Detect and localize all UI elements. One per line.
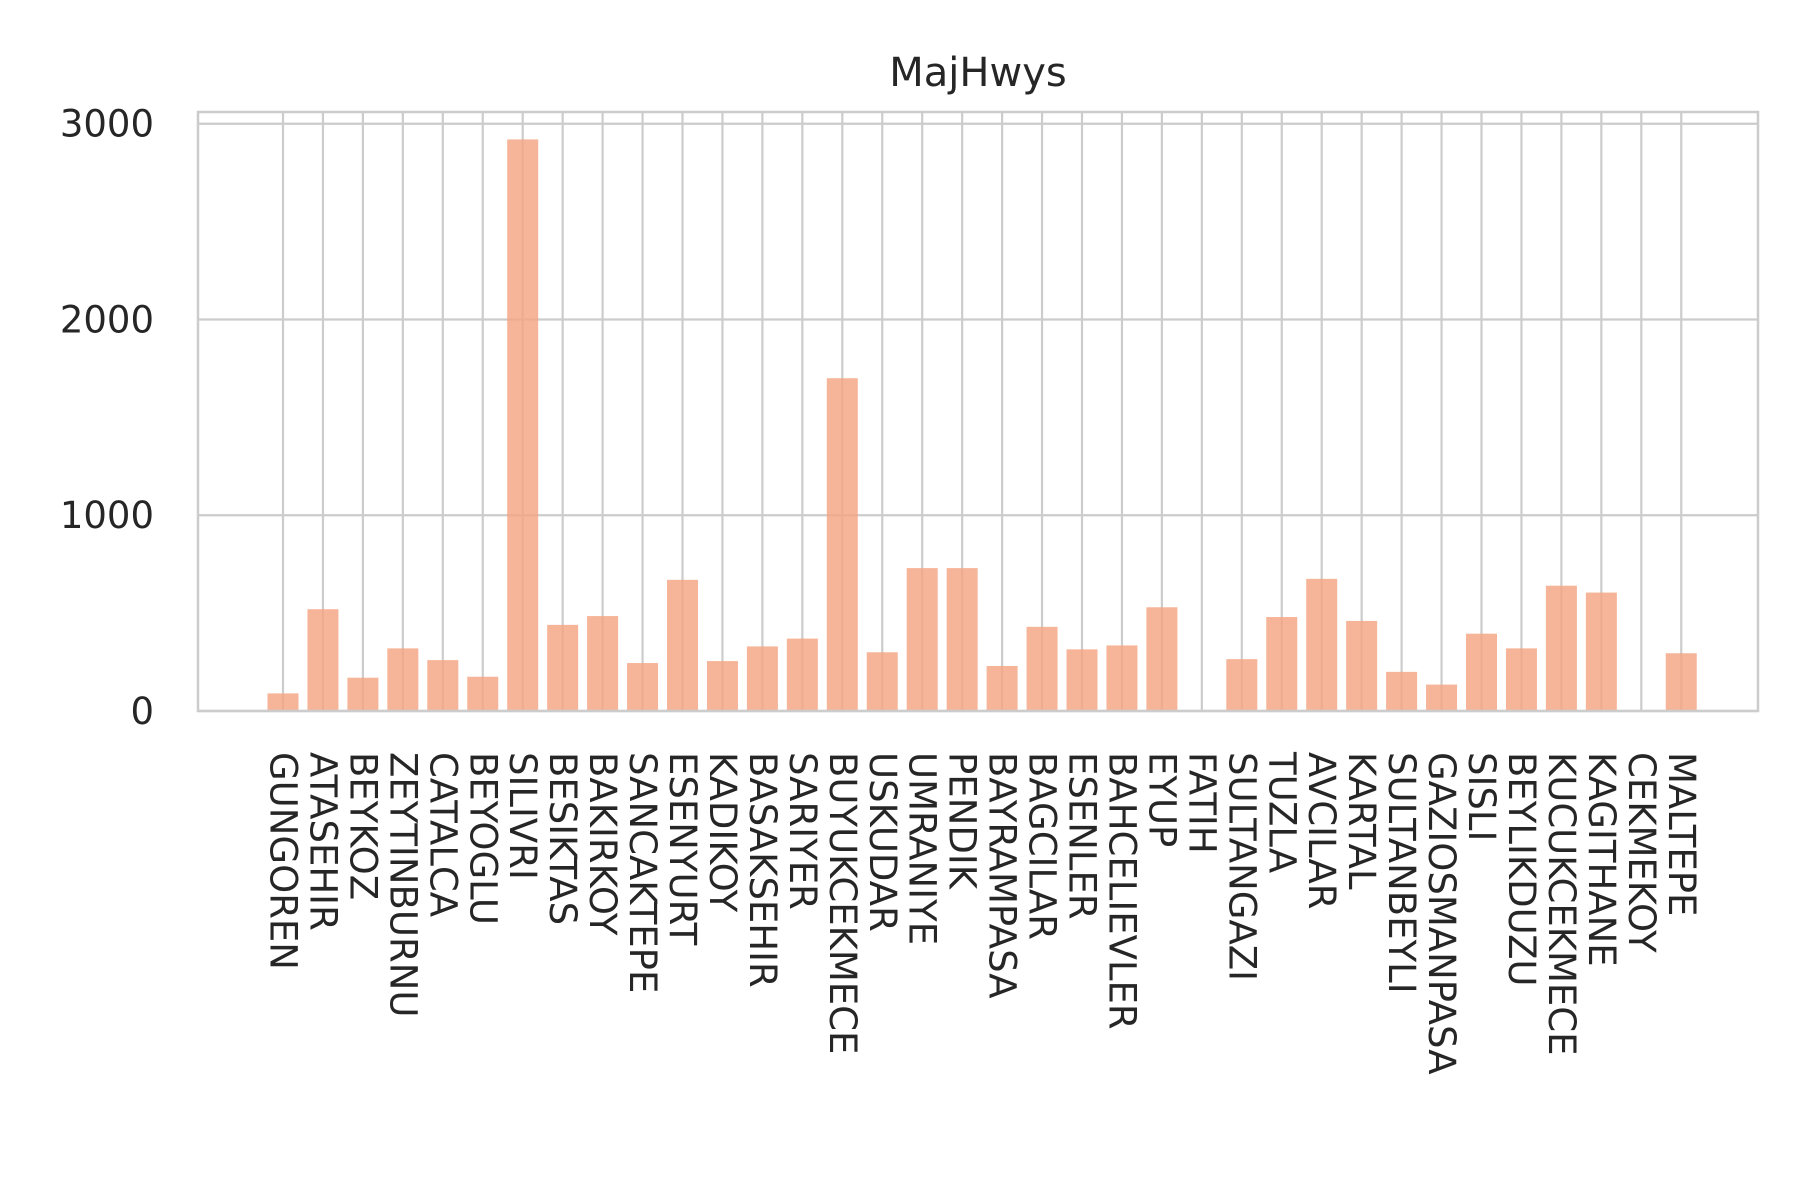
x-tick-label: PENDIK (941, 752, 984, 891)
bar-eyup (1146, 607, 1178, 711)
x-tick-label: SISLI (1460, 752, 1503, 841)
y-axis-ticks: 0 1000 2000 3000 (60, 103, 154, 733)
bar-kadikoy (706, 661, 738, 711)
y-tick-label: 1000 (60, 494, 154, 537)
bar-catalca (427, 660, 459, 711)
bar-beykoz (347, 677, 379, 711)
x-tick-label: EYUP (1140, 752, 1183, 847)
chart-title: MajHwys (889, 50, 1066, 96)
x-tick-label: USKUDAR (861, 752, 904, 932)
bar-silivri (507, 139, 539, 712)
x-axis-ticks: GUNGORENATASEHIRBEYKOZZEYTINBURNUCATALCA… (262, 751, 1703, 1075)
x-tick-label: SULTANGAZI (1220, 752, 1263, 981)
x-tick-label: BUYUKCEKMECE (821, 752, 864, 1054)
bar-besiktas (547, 624, 579, 711)
x-tick-label: KADIKOY (701, 752, 744, 913)
x-tick-label: KAGITHANE (1580, 752, 1623, 967)
bar-kartal (1346, 620, 1378, 711)
y-tick-label: 2000 (60, 298, 154, 341)
x-tick-label: BAHCELIEVLER (1100, 752, 1143, 1030)
bar-atasehir (307, 609, 339, 711)
bar-sariyer (786, 638, 818, 711)
bar-maltepe (1665, 653, 1697, 711)
bar-bakirkoy (587, 616, 619, 711)
bar-sultangazi (1226, 659, 1258, 711)
bar-sisli (1466, 633, 1497, 711)
x-tick-label: KUCUKCEKMECE (1540, 752, 1583, 1056)
x-tick-label: AVCILAR (1300, 752, 1343, 910)
bar-beylikduzu (1505, 648, 1537, 711)
bar-sancaktepe (627, 663, 659, 711)
x-tick-label: UMRANIYE (901, 752, 944, 945)
x-tick-label: SANCAKTEPE (621, 752, 664, 993)
y-tick-label: 0 (130, 690, 154, 733)
x-tick-label: KARTAL (1340, 752, 1383, 890)
x-tick-label: ESENLER (1061, 752, 1104, 920)
bar-avcilar (1306, 578, 1338, 711)
bar-tuzla (1266, 617, 1298, 711)
grid-lines (198, 112, 1758, 713)
x-tick-label: GAZIOSMANPASA (1420, 752, 1463, 1075)
bar-bahcelievler (1106, 645, 1138, 711)
bar-kucukcekmece (1545, 585, 1577, 711)
x-tick-label: BASAKSEHIR (741, 752, 784, 988)
x-tick-label: FATIH (1180, 752, 1223, 854)
x-tick-label: MALTEPE (1660, 752, 1703, 916)
bar-gungoren (267, 693, 299, 711)
bar-beyoglu (467, 676, 499, 711)
x-tick-label: SARIYER (781, 752, 824, 910)
bar-kagithane (1585, 592, 1617, 711)
bar-bagcilar (1026, 626, 1058, 711)
x-tick-label: ATASEHIR (301, 752, 344, 931)
bar-gaziosmanpasa (1426, 684, 1458, 711)
bar-uskudar (866, 652, 898, 711)
bar-bayrampasa (986, 665, 1018, 711)
bar-esenler (1066, 649, 1098, 711)
x-tick-label: SILIVRI (501, 752, 544, 880)
x-tick-label: CEKMEKOY (1620, 752, 1663, 953)
bar-buyukcekmece (826, 378, 858, 711)
x-tick-label: BEYLIKDUZU (1500, 752, 1543, 987)
plot-frame (196, 110, 1760, 713)
x-tick-label: BAGCILAR (1021, 752, 1064, 940)
bar-pendik (946, 568, 978, 711)
y-tick-label: 3000 (60, 103, 154, 146)
bar-basaksehir (746, 646, 778, 711)
bar-zeytinburnu (387, 648, 419, 711)
bar-sultanbeyli (1386, 671, 1418, 711)
bars (267, 139, 1697, 712)
bar-esenyurt (667, 579, 698, 711)
x-tick-label: TUZLA (1260, 751, 1303, 873)
x-tick-label: BESIKTAS (541, 752, 584, 925)
x-tick-label: CATALCA (421, 752, 464, 917)
bar-umraniye (906, 568, 938, 711)
x-tick-label: ESENYURT (661, 752, 704, 946)
x-tick-label: BAYRAMPASA (981, 752, 1024, 999)
x-tick-label: SULTANBEYLI (1380, 752, 1423, 994)
x-tick-label: BEYKOZ (341, 752, 384, 900)
x-tick-label: ZEYTINBURNU (381, 752, 424, 1017)
x-tick-label: BAKIRKOY (581, 752, 624, 936)
x-tick-label: GUNGOREN (262, 752, 305, 970)
x-tick-label: BEYOGLU (461, 752, 504, 925)
